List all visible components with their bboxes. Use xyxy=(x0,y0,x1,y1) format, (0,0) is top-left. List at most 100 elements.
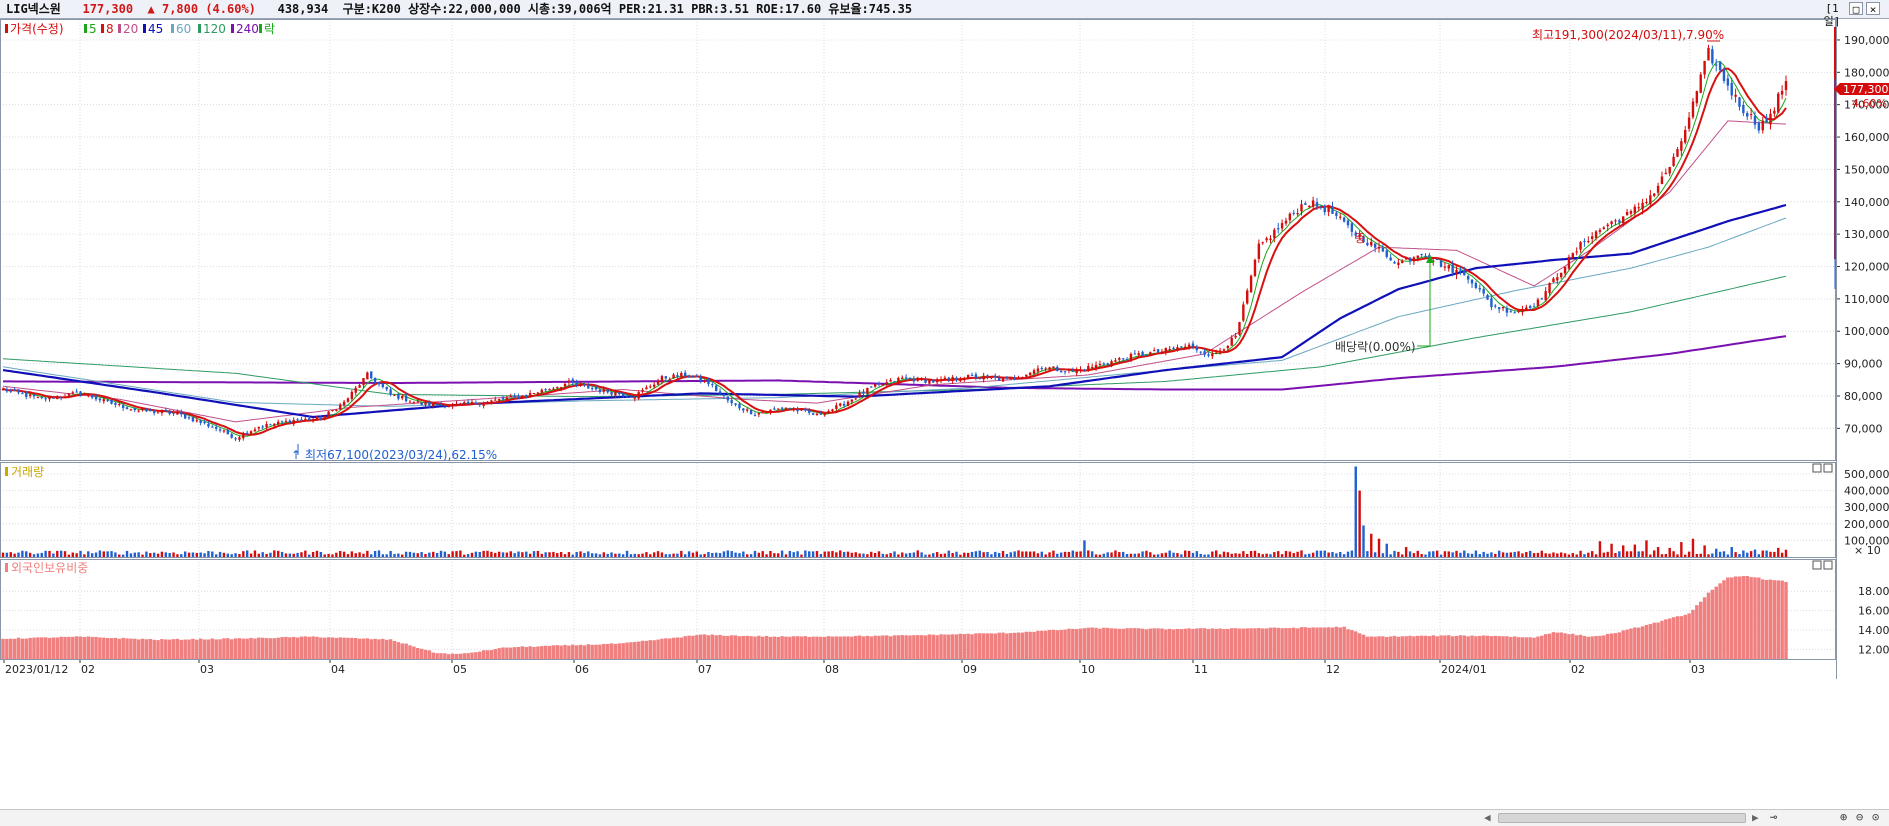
zoom-reset-icon[interactable]: ⊙ xyxy=(1872,810,1880,824)
volume-bar xyxy=(877,551,881,557)
candle-body xyxy=(1389,257,1392,261)
foreign-bar xyxy=(1264,628,1269,659)
candle-body xyxy=(106,400,109,402)
stock-chart[interactable]: 2023/01/12 02 03 04 05 06 07 08 09 10 11 12 2024/01 0… xyxy=(0,19,1889,809)
volume-bar xyxy=(1571,553,1575,557)
foreign-bar xyxy=(229,639,234,659)
volume-unit-label: × 10 xyxy=(1854,544,1881,557)
candle-body xyxy=(517,396,520,399)
foreign-bar xyxy=(656,639,660,659)
candle-body xyxy=(180,411,183,415)
candle-body xyxy=(552,388,555,390)
volume-bar xyxy=(327,553,330,557)
restore-button[interactable]: □ xyxy=(1849,2,1863,16)
foreign-bar xyxy=(1516,637,1521,659)
foreign-bar xyxy=(1005,633,1009,659)
foreign-bar xyxy=(1257,628,1261,659)
foreign-bar xyxy=(935,635,939,659)
volume-bar xyxy=(1637,551,1640,557)
volume-panel-close-button[interactable] xyxy=(1823,463,1833,473)
candle-body xyxy=(1184,346,1187,348)
scroll-left-arrow[interactable]: ◀ xyxy=(1484,811,1491,824)
volume-bar xyxy=(1703,545,1706,557)
chart-annotations: 최고191,300(2024/03/11),7.90% ↑ 최저67,100(2… xyxy=(291,28,1724,462)
foreign-bar xyxy=(1342,626,1346,659)
close-button[interactable]: × xyxy=(1866,2,1880,16)
zoom-in-icon[interactable]: ⊕ xyxy=(1840,810,1848,824)
volume-bar xyxy=(990,554,993,557)
volume-bar xyxy=(672,553,675,557)
candle-body xyxy=(528,392,532,396)
price-tick-label: 150,000 xyxy=(1844,163,1889,176)
foreign-bar xyxy=(943,634,947,659)
volume-bar xyxy=(1129,553,1133,557)
volume-panel-restore-button[interactable] xyxy=(1812,463,1822,473)
volume-bar xyxy=(676,553,679,557)
candle-body xyxy=(370,371,373,379)
candle-body xyxy=(1280,223,1284,229)
foreign-bar xyxy=(1377,636,1381,659)
candle-body xyxy=(1311,200,1315,207)
foreign-panel-close-button[interactable] xyxy=(1823,560,1833,570)
candle-body xyxy=(963,378,966,380)
x-tick-label: 11 xyxy=(1194,663,1208,676)
foreign-bar xyxy=(148,639,153,659)
volume-bar xyxy=(455,551,458,557)
candle-body xyxy=(207,423,210,427)
foreign-bar xyxy=(74,636,79,659)
stock-name[interactable]: LIG넥스원 xyxy=(6,2,61,16)
candle-body xyxy=(1129,353,1133,362)
volume-bar xyxy=(645,552,648,557)
scroll-right-arrow[interactable]: ▶ xyxy=(1752,811,1759,824)
volume-bar xyxy=(17,552,20,557)
volume-bar xyxy=(1416,550,1419,557)
foreign-bar xyxy=(1055,630,1060,659)
foreign-bar xyxy=(582,645,587,659)
foreign-bar xyxy=(981,633,986,659)
volume-bar xyxy=(451,551,454,557)
foreign-bar xyxy=(978,633,982,659)
candle-body xyxy=(873,384,877,387)
candle-body xyxy=(757,412,761,415)
foreign-bar xyxy=(1458,635,1463,659)
foreign-bar xyxy=(881,635,885,659)
volume-bar xyxy=(478,552,481,557)
candle-body xyxy=(1048,367,1051,370)
foreign-bar xyxy=(90,636,94,659)
foreign-bar xyxy=(423,649,428,659)
candle-body xyxy=(1063,371,1067,373)
foreign-bar xyxy=(237,638,242,659)
foreign-bar xyxy=(780,636,784,659)
volume-bar xyxy=(668,554,671,557)
foreign-panel-restore-button[interactable] xyxy=(1812,560,1822,570)
foreign-bar xyxy=(1780,580,1784,659)
scrollbar-thumb[interactable] xyxy=(1498,813,1746,823)
candle-body xyxy=(513,395,516,397)
foreign-bar xyxy=(1323,627,1327,659)
zoom-out-icon[interactable]: ⊖ xyxy=(1856,810,1864,824)
volume-bar xyxy=(234,553,237,557)
candle-body xyxy=(1350,223,1354,232)
last-pct-label: 4.60% xyxy=(1852,97,1887,110)
foreign-bar xyxy=(1408,635,1412,659)
ma8-line xyxy=(2,67,1787,436)
foreign-bar xyxy=(555,645,560,659)
candle-body xyxy=(854,398,857,400)
candle-body xyxy=(362,378,365,386)
period-button[interactable]: [1일] xyxy=(1823,2,1841,28)
volume-bar xyxy=(1769,551,1772,557)
candle-body xyxy=(1331,206,1334,214)
candle-body xyxy=(932,379,935,383)
volume-bar xyxy=(1156,554,1160,557)
foreign-bar xyxy=(985,633,990,659)
zoom-slider-icon[interactable]: ⊸ xyxy=(1770,810,1778,824)
candle-body xyxy=(1656,185,1660,193)
candle-body xyxy=(397,393,400,399)
foreign-bar xyxy=(1229,628,1234,659)
candle-body xyxy=(1416,255,1419,258)
candle-body xyxy=(1075,369,1078,374)
foreign-bar xyxy=(226,638,230,659)
horizontal-scrollbar[interactable]: ◀ ▶ ⊸ ⊕ ⊖ ⊙ xyxy=(0,809,1889,826)
volume-bar xyxy=(695,551,699,557)
foreign-bar xyxy=(1094,627,1098,659)
